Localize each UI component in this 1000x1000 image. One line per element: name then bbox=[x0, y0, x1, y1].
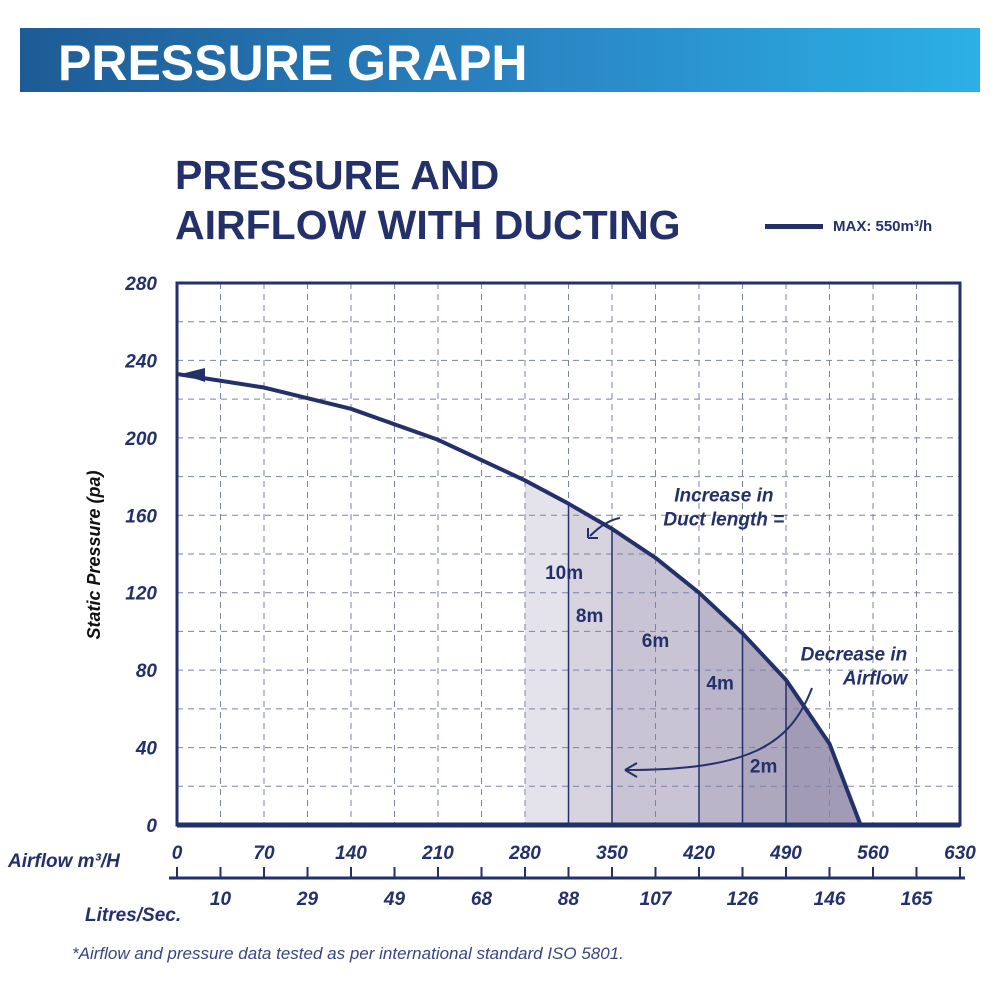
legend: MAX: 550m³/h bbox=[765, 218, 932, 235]
band-label-2m: 2m bbox=[750, 757, 777, 778]
x2-tick-label: 146 bbox=[814, 889, 846, 910]
band-area bbox=[742, 633, 786, 825]
x-tick-label: 0 bbox=[172, 843, 183, 864]
x-tick-label: 630 bbox=[944, 843, 976, 864]
x2-tick-label: 88 bbox=[558, 889, 580, 910]
legend-line bbox=[765, 224, 823, 229]
x-axis-label: Airflow m³/H bbox=[7, 851, 121, 872]
x-tick-label: 140 bbox=[335, 843, 367, 864]
x2-tick-label: 10 bbox=[210, 889, 232, 910]
y-tick-label: 0 bbox=[146, 816, 157, 837]
y-tick-label: 40 bbox=[135, 739, 158, 760]
x2-tick-label: 126 bbox=[727, 889, 759, 910]
pressure-curve bbox=[176, 372, 863, 826]
header-banner: PRESSURE GRAPH bbox=[20, 28, 980, 92]
y-axis-label: Static Pressure (pa) bbox=[84, 470, 104, 639]
x2-tick-label: 29 bbox=[296, 889, 319, 910]
duct-arrow-icon bbox=[587, 517, 621, 539]
x-tick-label: 490 bbox=[769, 843, 802, 864]
band-2m bbox=[786, 679, 861, 825]
y-tick-label: 160 bbox=[125, 506, 157, 527]
footnote: *Airflow and pressure data tested as per… bbox=[72, 944, 624, 963]
y-tick-label: 80 bbox=[136, 661, 158, 682]
legend-label: MAX: 550m³/h bbox=[833, 218, 933, 235]
y-tick-label: 120 bbox=[125, 584, 157, 605]
band-label-10m: 10m bbox=[545, 563, 583, 584]
x-tick-label: 560 bbox=[857, 843, 889, 864]
x2-tick-label: 107 bbox=[640, 889, 673, 910]
annotation-text: Decrease in bbox=[801, 644, 908, 665]
x2-tick-label: 165 bbox=[901, 889, 933, 910]
x2-axis-label: Litres/Sec. bbox=[85, 905, 181, 926]
y-tick-label: 200 bbox=[124, 429, 157, 450]
annotation-text: Duct length = bbox=[663, 510, 784, 531]
y-tick-label: 280 bbox=[124, 274, 157, 295]
x-tick-label: 210 bbox=[421, 843, 454, 864]
x-tick-label: 280 bbox=[508, 843, 541, 864]
annotation-text: Increase in bbox=[674, 486, 773, 507]
x-tick-label: 70 bbox=[253, 843, 275, 864]
x2-tick-label: 49 bbox=[383, 889, 406, 910]
band-10m bbox=[525, 480, 569, 825]
airflow-arrow-icon bbox=[624, 687, 813, 778]
band-label-4m: 4m bbox=[706, 674, 733, 695]
band-8m bbox=[568, 503, 612, 825]
band-label-6m: 6m bbox=[642, 631, 669, 652]
x-tick-label: 420 bbox=[682, 843, 715, 864]
x2-tick-label: 68 bbox=[471, 889, 493, 910]
y-tick-label: 240 bbox=[124, 351, 157, 372]
band-6m bbox=[612, 528, 699, 825]
chart-title-line1: PRESSURE AND bbox=[175, 152, 500, 198]
band-label-8m: 8m bbox=[576, 606, 603, 627]
curve-arrow-head bbox=[181, 367, 205, 382]
annotation-text: Airflow bbox=[842, 668, 909, 689]
x-tick-label: 350 bbox=[596, 843, 628, 864]
chart-title-line2: AIRFLOW WITH DUCTING bbox=[175, 202, 681, 248]
header-title: PRESSURE GRAPH bbox=[58, 35, 528, 91]
